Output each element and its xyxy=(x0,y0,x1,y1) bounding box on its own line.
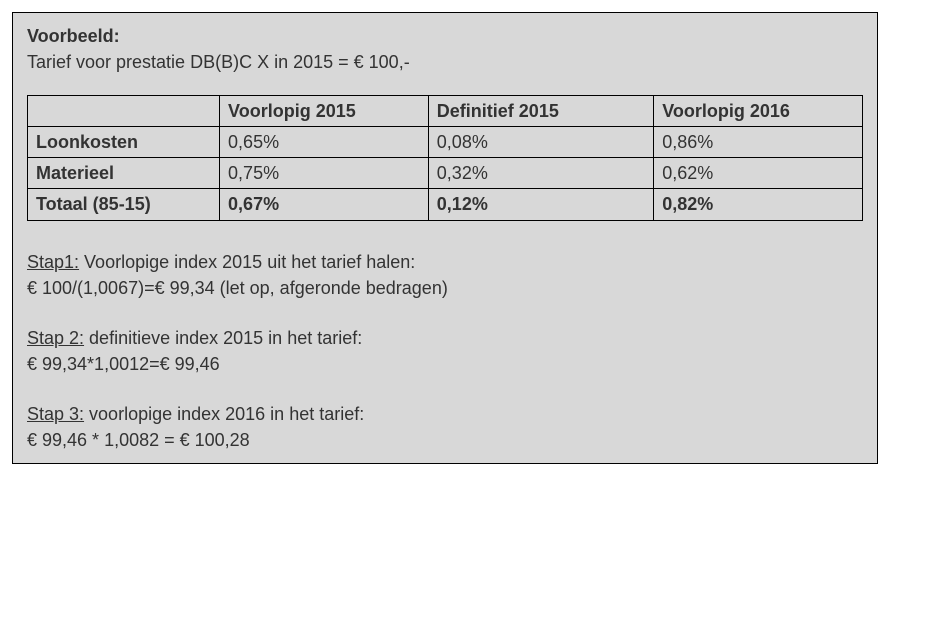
cell: 0,65% xyxy=(220,127,429,158)
cell: 0,82% xyxy=(654,189,863,220)
step-rest: voorlopige index 2016 in het tarief: xyxy=(84,404,364,424)
step-rest: definitieve index 2015 in het tarief: xyxy=(84,328,362,348)
step-2: Stap 2: definitieve index 2015 in het ta… xyxy=(27,325,863,377)
step-calc: € 100/(1,0067)=€ 99,34 (let op, afgerond… xyxy=(27,278,448,298)
table-header-definitief-2015: Definitief 2015 xyxy=(428,96,653,127)
row-label-totaal: Totaal (85-15) xyxy=(28,189,220,220)
panel-title: Voorbeeld: xyxy=(27,26,120,46)
step-3: Stap 3: voorlopige index 2016 in het tar… xyxy=(27,401,863,453)
step-calc: € 99,34*1,0012=€ 99,46 xyxy=(27,354,220,374)
cell: 0,08% xyxy=(428,127,653,158)
panel-intro: Voorbeeld: Tarief voor prestatie DB(B)C … xyxy=(27,23,863,75)
step-heading: Stap 3: xyxy=(27,404,84,424)
cell: 0,32% xyxy=(428,158,653,189)
table-row-total: Totaal (85-15) 0,67% 0,12% 0,82% xyxy=(28,189,863,220)
cell: 0,86% xyxy=(654,127,863,158)
table-header-voorlopig-2016: Voorlopig 2016 xyxy=(654,96,863,127)
step-calc: € 99,46 * 1,0082 = € 100,28 xyxy=(27,430,250,450)
cell: 0,67% xyxy=(220,189,429,220)
step-heading: Stap 2: xyxy=(27,328,84,348)
panel-intro-text: Tarief voor prestatie DB(B)C X in 2015 =… xyxy=(27,52,410,72)
example-panel: Voorbeeld: Tarief voor prestatie DB(B)C … xyxy=(12,12,878,464)
row-label-loonkosten: Loonkosten xyxy=(28,127,220,158)
table-header-empty xyxy=(28,96,220,127)
index-table: Voorlopig 2015 Definitief 2015 Voorlopig… xyxy=(27,95,863,220)
cell: 0,62% xyxy=(654,158,863,189)
cell: 0,75% xyxy=(220,158,429,189)
cell: 0,12% xyxy=(428,189,653,220)
table-header-voorlopig-2015: Voorlopig 2015 xyxy=(220,96,429,127)
table-header-row: Voorlopig 2015 Definitief 2015 Voorlopig… xyxy=(28,96,863,127)
step-rest: Voorlopige index 2015 uit het tarief hal… xyxy=(79,252,415,272)
step-heading: Stap1: xyxy=(27,252,79,272)
table-row: Loonkosten 0,65% 0,08% 0,86% xyxy=(28,127,863,158)
table-row: Materieel 0,75% 0,32% 0,62% xyxy=(28,158,863,189)
step-1: Stap1: Voorlopige index 2015 uit het tar… xyxy=(27,249,863,301)
row-label-materieel: Materieel xyxy=(28,158,220,189)
